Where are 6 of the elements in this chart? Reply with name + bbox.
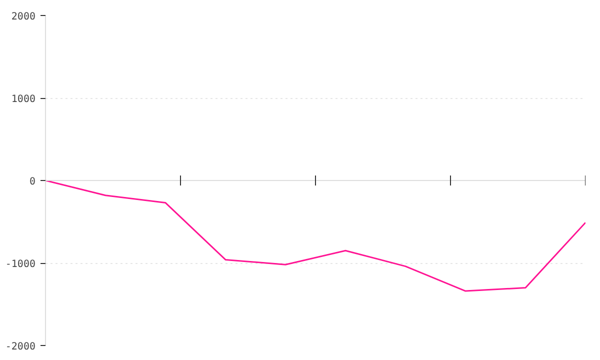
y-tick-label: 2000 xyxy=(11,12,36,22)
y-tick-label: -2000 xyxy=(5,342,36,352)
line-series xyxy=(46,180,586,292)
y-tick-label: -1000 xyxy=(5,259,36,270)
y-tick-label: 1000 xyxy=(11,94,36,105)
y-tick-label: 0 xyxy=(29,176,36,188)
